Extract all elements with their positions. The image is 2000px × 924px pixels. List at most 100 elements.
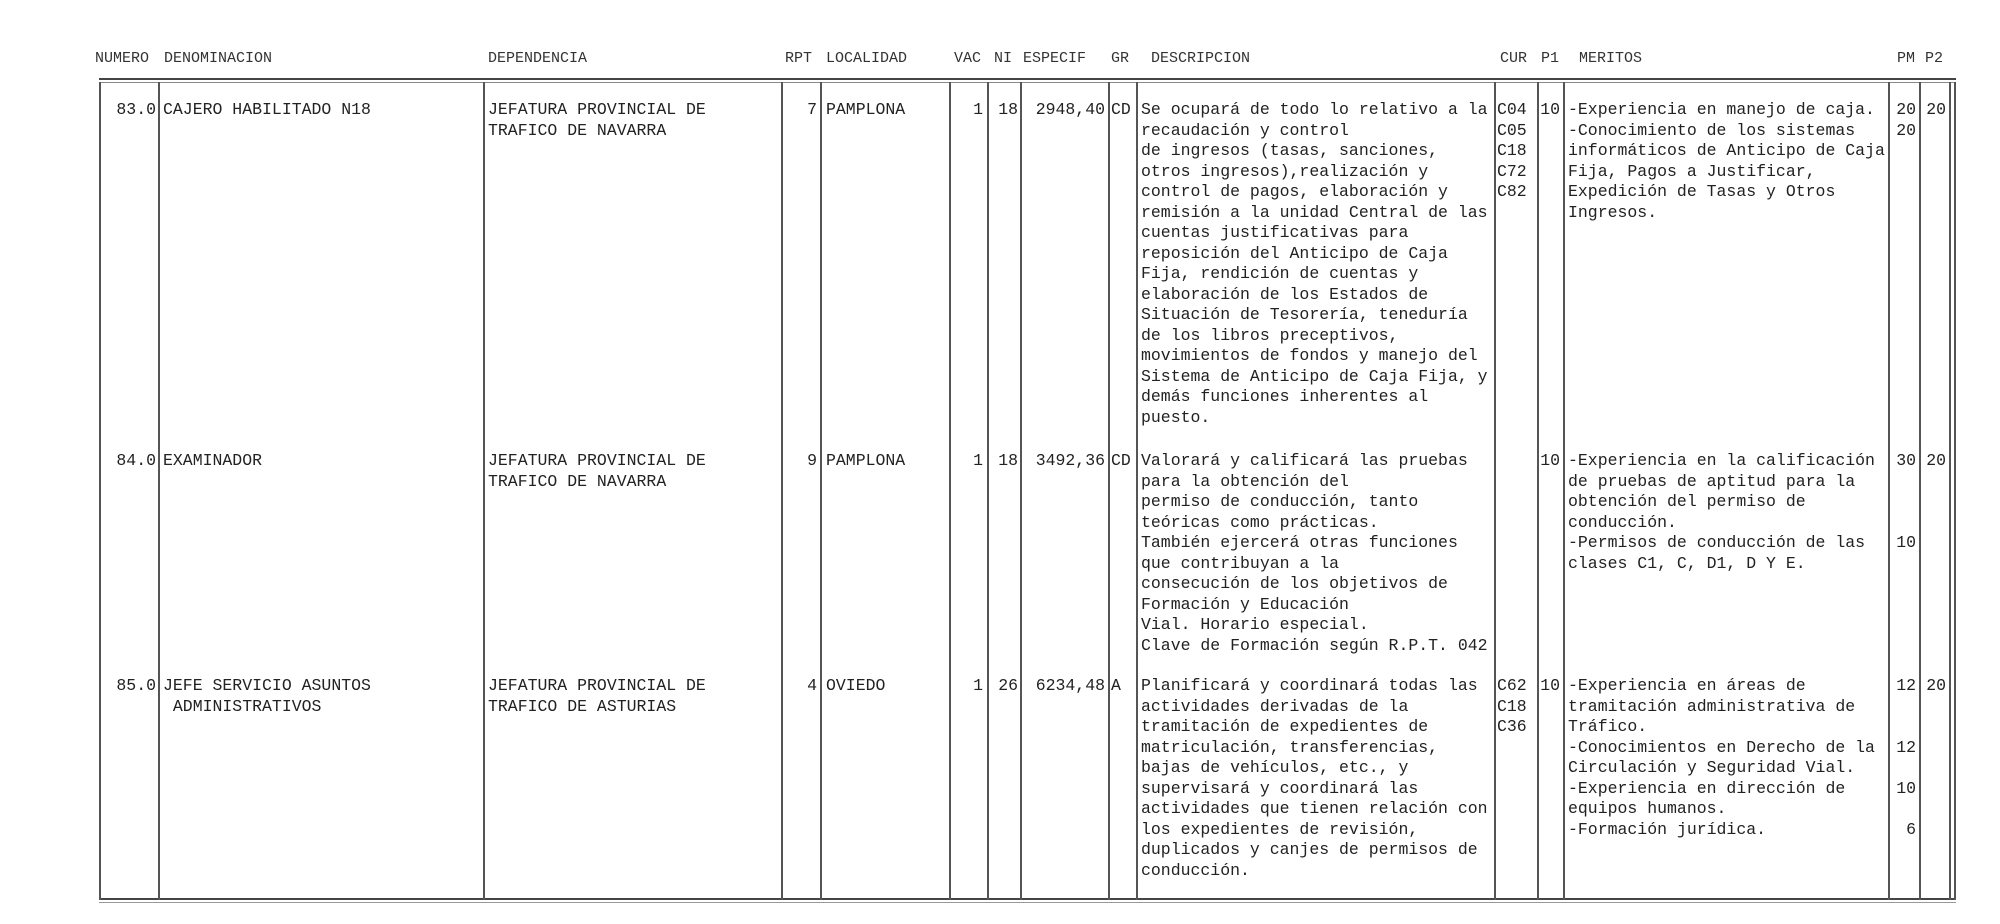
bottom-rule [99,898,1956,900]
cell-pm: 30 10 [1892,451,1916,554]
cell-ni: 26 [998,676,1018,695]
cur-line: C05 [1497,120,1527,140]
pm-line [1892,799,1916,820]
meritos-line: conducción. [1568,512,1677,532]
column-separator [1563,82,1565,900]
descripcion-line: Fija, rendición de cuentas y [1141,264,1419,283]
descripcion-line: los expedientes de revisión, [1141,819,1419,839]
meritos-line: clases C1, C, D1, D Y E. [1568,553,1806,573]
descripcion-line: de ingresos (tasas, sanciones, [1141,141,1439,160]
descripcion-line: tramitación de expedientes de [1141,717,1429,736]
meritos-line: Circulación y Seguridad Vial. [1568,758,1856,777]
column-separator [99,82,101,900]
column-separator [987,82,989,900]
descripcion-line: Formación y Educación [1141,594,1349,614]
descripcion-line: puesto. [1141,407,1211,427]
cell-pm: 12 12 10 6 [1892,676,1916,840]
dependencia-line: JEFATURA PROVINCIAL DE [488,676,706,695]
dependencia-line: TRAFICO DE ASTURIAS [488,696,677,716]
column-separator [1919,82,1921,900]
cell-localidad: PAMPLONA [826,100,906,119]
meritos-line: -Conocimientos en Derecho de la [1568,737,1875,757]
dependencia-line: TRAFICO DE NAVARRA [488,120,667,140]
meritos-line: -Experiencia en la calificación [1568,451,1875,470]
cell-pm: 20 20 [1892,100,1916,141]
descripcion-line: Clave de Formación según R.P.T. 042 [1141,635,1488,655]
pm-line: 30 [1896,451,1916,470]
descripcion-line: permiso de conducción, tanto [1141,492,1419,511]
dependencia-line: JEFATURA PROVINCIAL DE [488,100,706,119]
meritos-line: Tráfico. [1568,717,1648,736]
cell-descripcion: Planificará y coordinará todas las activi… [1141,676,1493,881]
descripcion-line: otros ingresos),realización y [1141,161,1429,181]
meritos-line: -Conocimiento de los sistemas [1568,120,1856,140]
denominacion-line: ADMINISTRATIVOS [163,696,322,716]
descripcion-line: bajas de vehículos, etc., y [1141,758,1409,777]
meritos-line: -Experiencia en dirección de [1568,778,1846,798]
descripcion-line: duplicados y canjes de permisos de [1141,840,1478,859]
descripcion-line: Se ocupará de todo lo relativo a la [1141,100,1488,119]
descripcion-line: supervisará y coordinará las [1141,778,1419,798]
cell-denominacion: EXAMINADOR [163,451,481,472]
cell-gr: CD [1111,451,1131,470]
meritos-line: -Formación jurídica. [1568,819,1767,839]
descripcion-line: También ejercerá otras funciones [1141,533,1458,552]
cell-vac: 1 [973,100,983,119]
header-numero: NUMERO [95,50,150,67]
descripcion-line: que contribuyan a la [1141,553,1340,573]
cur-line: C72 [1497,161,1527,181]
pm-line [1892,513,1916,534]
pm-line: 20 [1896,100,1916,119]
bottom-rule-inner [99,902,1956,903]
descripcion-line: consecución de los objetivos de [1141,574,1448,593]
pm-line: 20 [1896,120,1916,140]
pm-line [1892,472,1916,493]
cell-descripcion: Se ocupará de todo lo relativo a la recau… [1141,100,1493,428]
cell-denominacion: CAJERO HABILITADO N18 [163,100,481,121]
descripcion-line: recaudación y control [1141,120,1349,140]
cell-numero: 85.0 [116,676,156,695]
header-especif: ESPECIF [1023,50,1087,67]
pm-line [1892,492,1916,513]
pm-line: 10 [1896,533,1916,552]
cell-vac: 1 [973,451,983,470]
descripcion-line: conducción. [1141,860,1250,880]
descripcion-line: reposición del Anticipo de Caja [1141,243,1448,263]
denominacion-line: EXAMINADOR [163,451,263,470]
header-p1: P1 [1541,50,1560,67]
cell-p2: 20 [1926,676,1946,695]
pm-line: 12 [1896,737,1916,757]
column-separator [1888,82,1890,900]
cur-line: C62 [1497,676,1527,695]
header-gr: GR [1111,50,1130,67]
cur-line: C04 [1497,100,1527,119]
column-separator [1949,82,1951,900]
cur-line: C82 [1497,182,1527,201]
meritos-line: -Experiencia en manejo de caja. [1568,100,1875,119]
cur-line: C36 [1497,717,1527,736]
cell-meritos: -Experiencia en manejo de caja. -Conocimi… [1568,100,1888,223]
cell-descripcion: Valorará y calificará las pruebas para la… [1141,451,1493,656]
meritos-line: informáticos de Anticipo de Caja [1568,141,1885,160]
meritos-line: obtención del permiso de [1568,492,1806,511]
column-separator [483,82,485,900]
column-separator [949,82,951,900]
descripcion-line: de los libros preceptivos, [1141,325,1399,345]
pm-line [1892,717,1916,738]
column-separator [1954,82,1956,900]
cell-numero: 83.0 [116,100,156,119]
top-rule-inner [99,82,1956,83]
cell-denominacion: JEFE SERVICIO ASUNTOS ADMINISTRATIVOS [163,676,481,717]
descripcion-line: para la obtención del [1141,471,1349,491]
cell-rpt: 7 [807,100,817,119]
pm-line [1892,697,1916,718]
meritos-line: de pruebas de aptitud para la [1568,471,1856,491]
meritos-line: Expedición de Tasas y Otros [1568,182,1836,201]
cell-p2: 20 [1926,451,1946,470]
meritos-line: -Experiencia en áreas de [1568,676,1806,695]
cell-dependencia: JEFATURA PROVINCIAL DE TRAFICO DE NAVARRA [488,100,778,141]
header-denominacion: DENOMINACION [164,50,273,67]
column-separator [781,82,783,900]
descripcion-line: control de pagos, elaboración y [1141,182,1448,201]
descripcion-line: actividades derivadas de la [1141,696,1409,716]
